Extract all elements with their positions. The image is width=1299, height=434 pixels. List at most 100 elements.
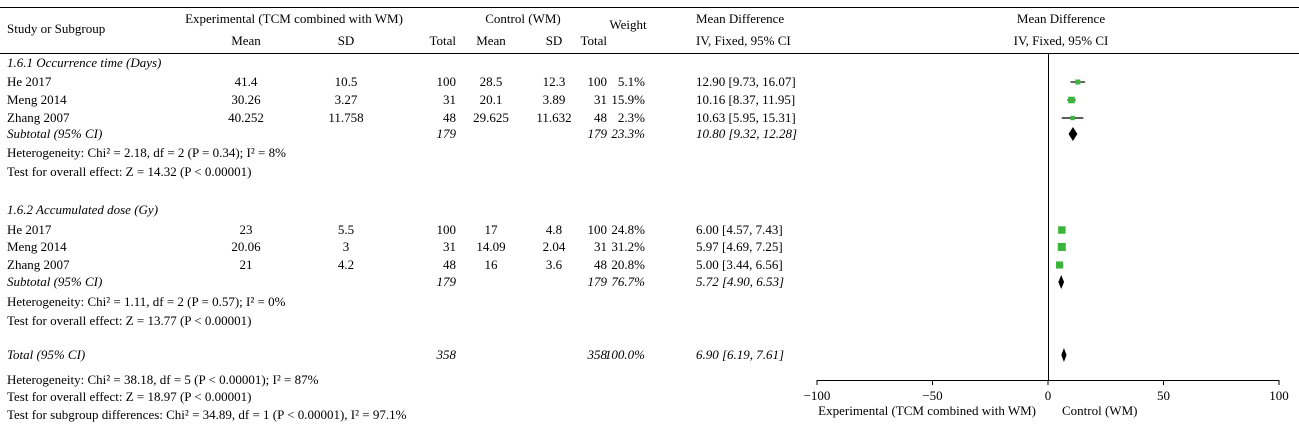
summary-e-total: 358 xyxy=(436,347,457,362)
subgroup-differences: Test for subgroup differences: Chi² = 34… xyxy=(7,407,407,422)
summary-label: Total (95% CI) xyxy=(7,347,85,362)
study-name: Meng 2014 xyxy=(7,239,67,254)
ci-text: 5.97 [4.69, 7.25] xyxy=(696,239,783,254)
header-plot-md: Mean Difference xyxy=(1017,11,1105,26)
weight: 5.1% xyxy=(618,74,645,89)
summary-weight: 76.7% xyxy=(611,274,645,289)
study-name: Meng 2014 xyxy=(7,92,67,107)
c-total: 31 xyxy=(594,239,607,254)
axis-tick-label: 100 xyxy=(1269,388,1289,403)
ci-text: 5.00 [3.44, 6.56] xyxy=(696,257,783,272)
study-square xyxy=(1057,242,1066,252)
e-mean: 41.4 xyxy=(235,74,258,89)
ci-text: 6.00 [4.57, 7.43] xyxy=(696,222,783,237)
e-total: 100 xyxy=(437,222,457,237)
c-sd: 4.8 xyxy=(546,222,562,237)
axis-tick-label: 50 xyxy=(1157,388,1170,403)
e-sd: 10.5 xyxy=(335,74,358,89)
header-e-mean: Mean xyxy=(231,33,261,48)
c-sd: 12.3 xyxy=(543,74,566,89)
axis-tick-label: −50 xyxy=(922,388,942,403)
c-mean: 16 xyxy=(485,257,499,272)
plot-marks xyxy=(1055,79,1086,362)
summary-label: Subtotal (95% CI) xyxy=(7,126,102,141)
weight: 20.8% xyxy=(611,257,645,272)
header-method: IV, Fixed, 95% CI xyxy=(696,33,791,48)
header-weight: Weight xyxy=(609,17,647,32)
header-study: Study or Subgroup xyxy=(7,21,105,36)
e-sd: 4.2 xyxy=(338,257,354,272)
c-total: 48 xyxy=(594,110,607,125)
summary-weight: 100.0% xyxy=(605,347,645,362)
overall-effect: Test for overall effect: Z = 14.32 (P < … xyxy=(7,164,251,179)
axis-tick-label: 0 xyxy=(1045,388,1052,403)
study-square xyxy=(1058,226,1066,234)
c-mean: 29.625 xyxy=(473,110,509,125)
c-mean: 14.09 xyxy=(476,239,505,254)
c-sd: 3.6 xyxy=(546,257,563,272)
summary-e-total: 179 xyxy=(437,126,457,141)
favours-left: Experimental (TCM combined with WM) xyxy=(818,403,1036,418)
summary-diamond xyxy=(1058,275,1065,289)
subgroup-title: 1.6.1 Occurrence time (Days) xyxy=(7,55,161,70)
study-name: He 2017 xyxy=(7,222,52,237)
study-name: Zhang 2007 xyxy=(7,257,70,272)
summary-c-total: 179 xyxy=(588,274,608,289)
study-square xyxy=(1075,79,1081,85)
summary-c-total: 358 xyxy=(587,347,608,362)
subgroup-title: 1.6.2 Accumulated dose (Gy) xyxy=(7,202,158,217)
e-sd: 3.27 xyxy=(335,92,358,107)
e-sd: 3 xyxy=(343,239,350,254)
weight: 15.9% xyxy=(611,92,645,107)
weight: 24.8% xyxy=(611,222,645,237)
header-plot-method: IV, Fixed, 95% CI xyxy=(1014,33,1109,48)
e-sd: 5.5 xyxy=(338,222,354,237)
e-total: 48 xyxy=(443,257,456,272)
e-mean: 23 xyxy=(240,222,253,237)
summary-ci-text: 6.90 [6.19, 7.61] xyxy=(696,347,784,362)
e-mean: 21 xyxy=(240,257,253,272)
header-control: Control (WM) xyxy=(485,11,560,26)
e-mean: 30.26 xyxy=(231,92,261,107)
c-mean: 20.1 xyxy=(480,92,503,107)
c-sd: 2.04 xyxy=(543,239,566,254)
study-name: Zhang 2007 xyxy=(7,110,70,125)
header-md: Mean Difference xyxy=(696,11,784,26)
c-total: 31 xyxy=(594,92,607,107)
e-sd: 11.758 xyxy=(328,110,363,125)
summary-diamond xyxy=(1061,348,1067,362)
ci-text: 10.16 [8.37, 11.95] xyxy=(696,92,795,107)
e-total: 31 xyxy=(443,92,456,107)
c-total: 48 xyxy=(594,257,607,272)
header-experimental: Experimental (TCM combined with WM) xyxy=(185,11,403,26)
e-total: 48 xyxy=(443,110,456,125)
total-heterogeneity: Heterogeneity: Chi² = 38.18, df = 5 (P <… xyxy=(7,372,319,387)
summary-c-total: 179 xyxy=(588,126,608,141)
c-sd: 11.632 xyxy=(536,110,571,125)
heterogeneity: Heterogeneity: Chi² = 2.18, df = 2 (P = … xyxy=(7,145,286,160)
header-e-sd: SD xyxy=(338,33,355,48)
e-total: 100 xyxy=(437,74,457,89)
summary-diamond xyxy=(1068,127,1078,141)
study-square xyxy=(1055,261,1064,269)
summary-ci-text: 10.80 [9.32, 12.28] xyxy=(696,126,797,141)
ci-text: 10.63 [5.95, 15.31] xyxy=(696,110,796,125)
e-mean: 40.252 xyxy=(228,110,264,125)
x-axis: −100 −50 0 50 100 Experimental (TCM combined … xyxy=(804,54,1289,418)
study-square xyxy=(1068,96,1075,104)
heterogeneity: Heterogeneity: Chi² = 1.11, df = 2 (P = … xyxy=(7,294,286,309)
c-total: 100 xyxy=(588,74,608,89)
c-mean: 28.5 xyxy=(480,74,503,89)
summary-weight: 23.3% xyxy=(611,126,645,141)
overall-effect: Test for overall effect: Z = 13.77 (P < … xyxy=(7,313,251,328)
summary-ci-text: 5.72 [4.90, 6.53] xyxy=(696,274,784,289)
axis-tick-label: −100 xyxy=(804,388,831,403)
header-e-total: Total xyxy=(429,33,456,48)
summary-e-total: 179 xyxy=(437,274,457,289)
c-total: 100 xyxy=(588,222,608,237)
e-total: 31 xyxy=(443,239,456,254)
ci-text: 12.90 [9.73, 16.07] xyxy=(696,74,796,89)
study-name: He 2017 xyxy=(7,74,52,89)
c-sd: 3.89 xyxy=(543,92,566,107)
header-c-sd: SD xyxy=(546,33,563,48)
